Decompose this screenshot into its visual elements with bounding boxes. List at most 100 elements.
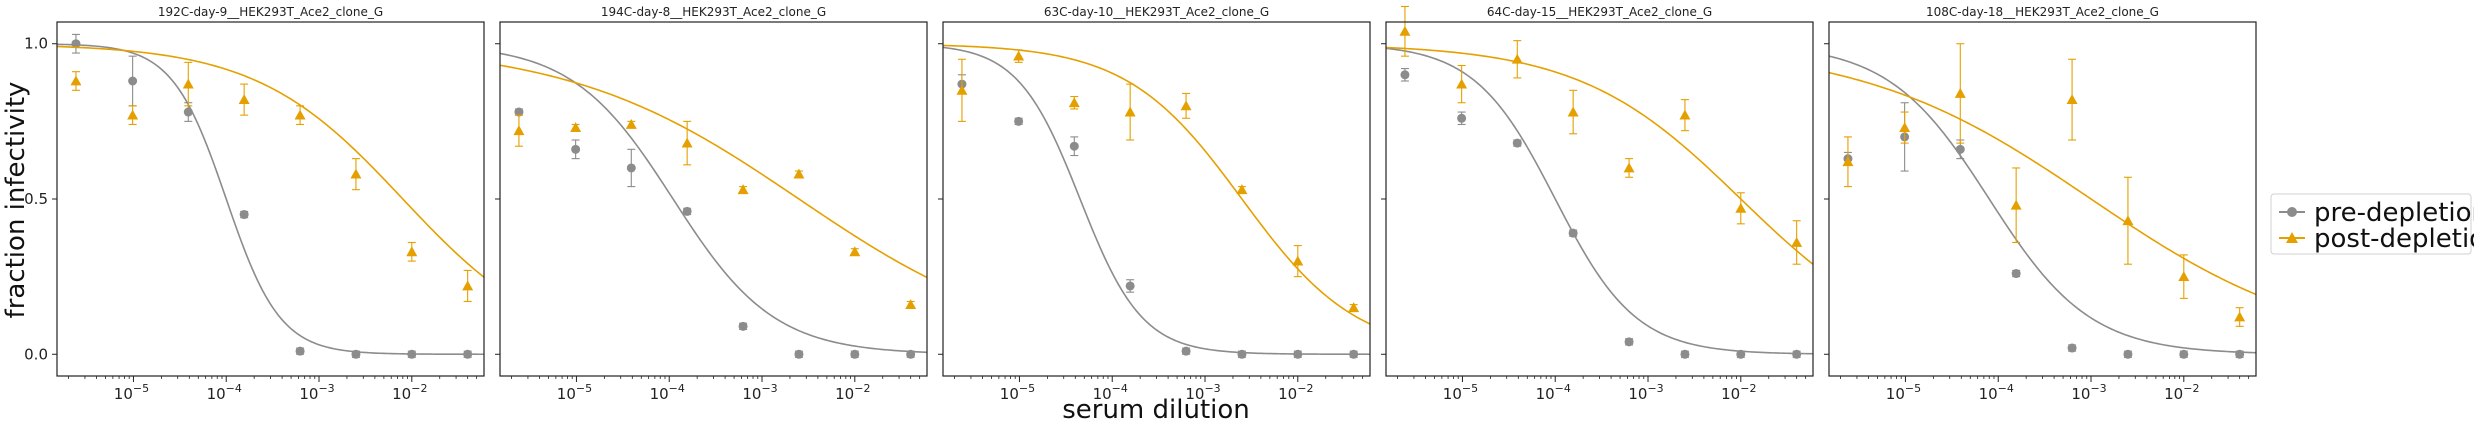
data-point bbox=[2178, 271, 2190, 282]
y-tick-label: 1.0 bbox=[24, 35, 48, 53]
panel-5: 108C-day-18__HEK293T_Ace2_clone_G 10−5 10−… bbox=[1824, 5, 2257, 403]
data-point bbox=[1400, 70, 1410, 80]
data-point bbox=[794, 349, 804, 359]
data-point bbox=[682, 206, 692, 216]
panel-3: 63C-day-10__HEK293T_Ace2_clone_G 10−5 10−4… bbox=[938, 5, 1371, 403]
legend-entry-pre-depletion: pre-depletion bbox=[2279, 198, 2474, 228]
y-axis-label: fraction infectivity bbox=[1, 82, 31, 319]
panel-4: 64C-day-15__HEK293T_Ace2_clone_G 10−5 10−4… bbox=[1381, 5, 1814, 403]
fit-curve-pre-depletion bbox=[500, 52, 927, 354]
data-point bbox=[513, 125, 525, 136]
data-point bbox=[738, 321, 748, 331]
data-point bbox=[1013, 50, 1025, 61]
data-point bbox=[570, 122, 582, 132]
series-pre-depletion bbox=[1386, 47, 1813, 359]
y-tick-label: 0.0 bbox=[24, 345, 48, 363]
data-point bbox=[1181, 346, 1191, 356]
data-point bbox=[1954, 87, 1966, 98]
data-point bbox=[238, 94, 250, 105]
data-point bbox=[1349, 349, 1359, 359]
x-tick-label: 10−2 bbox=[392, 382, 427, 403]
data-point bbox=[1511, 53, 1523, 64]
series-pre-depletion bbox=[943, 46, 1370, 359]
data-point bbox=[239, 210, 249, 220]
legend-entry-post-depletion: post-depletion bbox=[2279, 224, 2474, 254]
x-tick-label: 10−5 bbox=[1000, 382, 1035, 403]
data-point bbox=[1014, 116, 1024, 126]
data-point bbox=[1623, 162, 1635, 173]
data-point bbox=[2010, 199, 2022, 210]
data-point bbox=[1125, 281, 1135, 291]
series-post-depletion bbox=[57, 45, 484, 303]
legend-frame bbox=[2270, 193, 2472, 255]
data-point bbox=[350, 168, 362, 179]
data-point bbox=[1624, 337, 1634, 347]
fit-curve-pre-depletion bbox=[1829, 55, 2256, 354]
panel-title: 63C-day-10__HEK293T_Ace2_clone_G bbox=[1044, 5, 1269, 19]
data-point bbox=[1679, 109, 1691, 120]
x-tick-label: 10−3 bbox=[742, 382, 777, 403]
data-point bbox=[1236, 184, 1248, 195]
panel-frame bbox=[56, 21, 485, 377]
data-point bbox=[737, 184, 749, 195]
data-point bbox=[2179, 349, 2189, 359]
data-point bbox=[2235, 349, 2245, 359]
x-tick-label: 10−3 bbox=[1628, 382, 1663, 403]
data-point bbox=[1457, 113, 1467, 123]
data-point bbox=[906, 349, 916, 359]
data-point bbox=[1568, 228, 1578, 238]
x-tick-label: 10−5 bbox=[1886, 382, 1921, 403]
panel-1: 192C-day-9__HEK293T_Ace2_clone_G 0.0 0.5 1.… bbox=[24, 5, 485, 403]
data-point bbox=[514, 107, 524, 117]
data-point bbox=[182, 78, 194, 89]
data-point bbox=[1293, 349, 1303, 359]
legend-marker-pre-depletion bbox=[2287, 207, 2297, 217]
x-tick-label: 10−2 bbox=[1278, 382, 1313, 403]
panel-title: 64C-day-15__HEK293T_Ace2_clone_G bbox=[1487, 5, 1712, 19]
panel-frame bbox=[499, 21, 928, 377]
panel-2: 194C-day-8__HEK293T_Ace2_clone_G 10−5 10−4… bbox=[495, 5, 928, 403]
legend-label-pre-depletion: pre-depletion bbox=[2314, 198, 2474, 228]
data-point bbox=[295, 346, 305, 356]
data-point bbox=[294, 109, 306, 120]
fit-curve-pre-depletion bbox=[1386, 47, 1813, 355]
x-tick-label: 10−4 bbox=[1093, 382, 1128, 403]
data-point bbox=[850, 349, 860, 359]
panel-frame bbox=[942, 21, 1371, 377]
data-point bbox=[571, 144, 581, 154]
x-tick-label: 10−5 bbox=[114, 382, 149, 403]
data-point bbox=[1399, 25, 1411, 36]
x-tick-label: 10−3 bbox=[299, 382, 334, 403]
x-tick-label: 10−2 bbox=[835, 382, 870, 403]
data-point bbox=[956, 84, 968, 95]
data-point bbox=[1567, 106, 1579, 117]
x-tick-label: 10−4 bbox=[1979, 382, 2014, 403]
legend-marker-post-depletion bbox=[2286, 232, 2298, 243]
panel-title: 108C-day-18__HEK293T_Ace2_clone_G bbox=[1926, 5, 2159, 19]
x-tick-label: 10−5 bbox=[1443, 382, 1478, 403]
data-point bbox=[127, 109, 139, 120]
panel-frame bbox=[1828, 21, 2257, 377]
data-point bbox=[71, 39, 81, 49]
data-point bbox=[1680, 349, 1690, 359]
data-point bbox=[351, 349, 361, 359]
data-point bbox=[681, 137, 693, 148]
data-point bbox=[2234, 311, 2246, 322]
series-post-depletion bbox=[1386, 5, 1813, 265]
data-point bbox=[626, 163, 636, 173]
x-tick-label: 10−5 bbox=[557, 382, 592, 403]
x-axis-label: serum dilution bbox=[1062, 395, 1250, 425]
data-point bbox=[849, 246, 861, 257]
data-point bbox=[1735, 202, 1747, 213]
data-point bbox=[128, 76, 138, 86]
series-post-depletion bbox=[500, 64, 927, 309]
panel-title: 194C-day-8__HEK293T_Ace2_clone_G bbox=[601, 5, 826, 19]
legend: pre-depletion post-depletion bbox=[2270, 193, 2474, 255]
series-post-depletion bbox=[1829, 43, 2256, 327]
x-tick-label: 10−2 bbox=[1721, 382, 1756, 403]
fit-curve-post-depletion bbox=[57, 45, 484, 278]
data-point bbox=[183, 107, 193, 117]
data-point bbox=[407, 349, 417, 359]
data-point bbox=[2122, 215, 2134, 226]
